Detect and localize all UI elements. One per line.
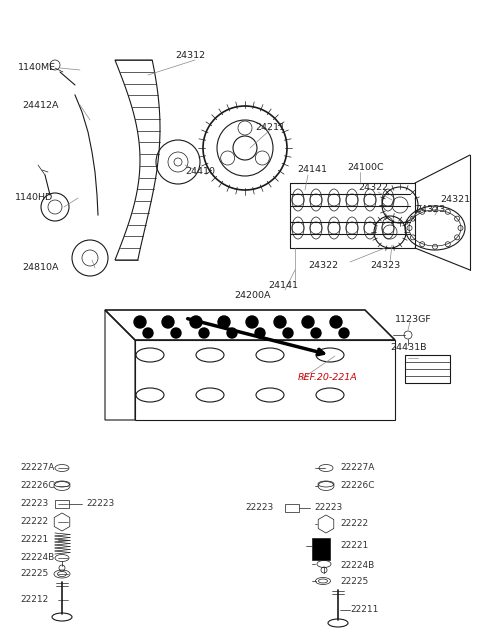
Text: 24141: 24141 [297,165,327,174]
Circle shape [190,316,202,328]
Text: 22227A: 22227A [20,464,54,473]
Text: REF.20-221A: REF.20-221A [298,373,358,382]
Circle shape [218,316,230,328]
Text: 24410: 24410 [185,167,215,177]
Bar [405,355,450,383]
Text: 22212: 22212 [20,595,48,604]
Text: 24323: 24323 [370,261,400,270]
Bar [55,500,69,508]
Text: 22221: 22221 [340,541,368,551]
Text: 1123GF: 1123GF [395,315,432,324]
Circle shape [162,316,174,328]
Text: 22223: 22223 [245,504,273,513]
Text: 22226C: 22226C [340,481,374,490]
Text: 22225: 22225 [340,577,368,586]
Text: 22223: 22223 [314,504,342,513]
Bar [312,538,330,560]
Text: 24431B: 24431B [390,343,427,352]
Text: 24200A: 24200A [234,291,271,300]
Circle shape [330,316,342,328]
Circle shape [143,328,153,338]
Circle shape [246,316,258,328]
Text: 22221: 22221 [20,536,48,544]
Circle shape [283,328,293,338]
Text: 24323: 24323 [415,205,445,214]
Circle shape [171,328,181,338]
Text: 22227A: 22227A [340,464,374,473]
Text: 1140ME: 1140ME [18,64,56,73]
Text: 22211: 22211 [350,605,378,614]
Text: 22223: 22223 [20,499,48,509]
Circle shape [134,316,146,328]
Text: 22222: 22222 [20,518,48,527]
Bar [285,504,299,512]
Circle shape [311,328,321,338]
Circle shape [227,328,237,338]
Text: 24810A: 24810A [22,263,59,272]
Text: 24412A: 24412A [22,100,59,109]
Text: 22222: 22222 [340,520,368,529]
Text: 22224B: 22224B [340,562,374,570]
Circle shape [302,316,314,328]
Circle shape [274,316,286,328]
Circle shape [255,328,265,338]
Text: 24100C: 24100C [347,163,384,172]
Text: 24321: 24321 [440,195,470,205]
Text: 22224B: 22224B [20,553,54,562]
Text: 24312: 24312 [175,50,205,60]
Text: 1140HD: 1140HD [15,193,53,202]
Text: 22226C: 22226C [20,481,55,490]
Text: 22223: 22223 [86,499,114,509]
Text: 24141: 24141 [268,280,298,289]
Text: 24322: 24322 [308,261,338,270]
Circle shape [199,328,209,338]
Circle shape [339,328,349,338]
Text: 24322: 24322 [358,184,388,193]
Text: 24211: 24211 [255,123,285,132]
Text: 22225: 22225 [20,569,48,579]
